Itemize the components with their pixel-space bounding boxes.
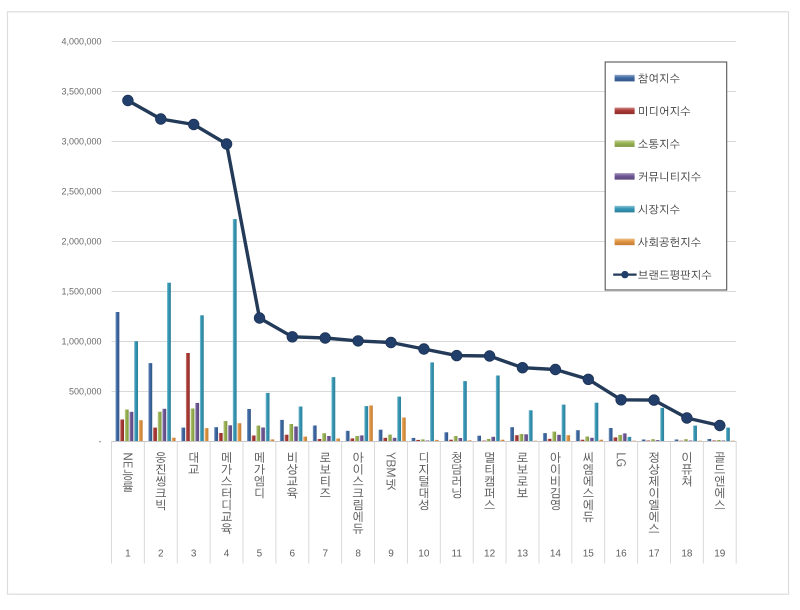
svg-text:15: 15	[583, 549, 595, 560]
svg-text:7: 7	[322, 549, 328, 560]
svg-text:2: 2	[158, 549, 164, 560]
svg-text:5: 5	[257, 549, 263, 560]
svg-text:4,000,000: 4,000,000	[61, 37, 101, 47]
svg-text:10: 10	[418, 549, 430, 560]
svg-text:9: 9	[388, 549, 394, 560]
svg-text:19: 19	[714, 549, 726, 560]
svg-text:2,000,000: 2,000,000	[61, 237, 101, 247]
svg-text:14: 14	[550, 549, 562, 560]
svg-text:2,500,000: 2,500,000	[61, 187, 101, 197]
svg-text:11: 11	[452, 549, 463, 560]
svg-text:3,500,000: 3,500,000	[61, 87, 101, 97]
svg-text:17: 17	[648, 549, 660, 560]
svg-text:16: 16	[616, 549, 628, 560]
svg-text:4: 4	[224, 549, 230, 560]
svg-text:8: 8	[355, 549, 361, 560]
svg-text:-: -	[99, 437, 102, 447]
svg-text:1,500,000: 1,500,000	[61, 287, 101, 297]
svg-text:500,000: 500,000	[69, 387, 102, 397]
svg-text:6: 6	[290, 549, 296, 560]
svg-text:12: 12	[484, 549, 496, 560]
svg-text:3: 3	[191, 549, 197, 560]
svg-text:1,000,000: 1,000,000	[61, 337, 101, 347]
svg-text:1: 1	[125, 549, 131, 560]
svg-text:3,000,000: 3,000,000	[61, 137, 101, 147]
svg-text:13: 13	[517, 549, 529, 560]
svg-text:18: 18	[681, 549, 693, 560]
